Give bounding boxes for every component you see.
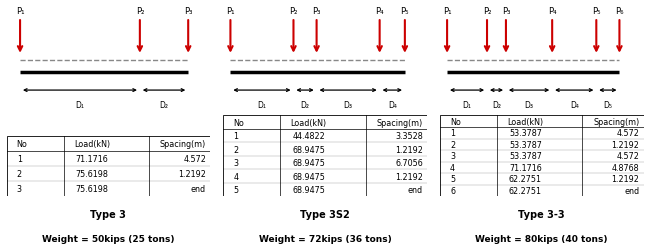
Text: 68.9475: 68.9475 [292,172,325,181]
Text: 53.3787: 53.3787 [509,140,542,149]
Text: 71.1716: 71.1716 [75,154,109,164]
Text: D₂: D₂ [492,101,501,110]
Text: 3: 3 [450,152,455,161]
Text: 53.3787: 53.3787 [509,129,542,138]
Text: 5: 5 [233,185,239,194]
Text: end: end [408,185,422,194]
Text: P₄: P₄ [375,7,384,16]
Text: D₃: D₃ [344,101,352,110]
Text: P₃: P₃ [184,7,192,16]
Text: No: No [17,140,27,149]
Text: P₅: P₅ [400,7,409,16]
Text: 75.6198: 75.6198 [75,170,109,179]
Text: 3.3528: 3.3528 [395,132,422,141]
Text: P₁: P₁ [226,7,235,16]
Text: D₁: D₁ [257,101,266,110]
Text: Type 3S2: Type 3S2 [300,209,350,219]
Text: 1.2192: 1.2192 [612,175,640,184]
Text: 3: 3 [17,184,21,194]
Text: Spacing(m): Spacing(m) [593,117,640,126]
Text: 71.1716: 71.1716 [509,163,541,172]
Text: Load(kN): Load(kN) [74,140,110,149]
Text: Type 3-3: Type 3-3 [518,209,565,219]
Text: 68.9475: 68.9475 [292,145,325,154]
Text: 6: 6 [450,186,455,195]
Text: 1: 1 [233,132,239,141]
Text: 5: 5 [450,175,455,184]
Text: 1: 1 [17,154,21,164]
Text: 4.8768: 4.8768 [612,163,640,172]
Text: No: No [233,118,244,127]
Text: 1: 1 [450,129,455,138]
Text: Load(kN): Load(kN) [291,118,327,127]
Text: Load(kN): Load(kN) [507,117,543,126]
Text: 1.2192: 1.2192 [395,172,422,181]
Text: 4: 4 [233,172,239,181]
Text: 3: 3 [233,159,239,167]
Text: Weight = 80kips (40 tons): Weight = 80kips (40 tons) [475,234,608,243]
Text: D₅: D₅ [603,101,612,110]
Text: 75.6198: 75.6198 [75,184,109,194]
Text: D₁: D₁ [75,101,84,110]
Text: end: end [191,184,206,194]
Text: 1.2192: 1.2192 [612,140,640,149]
Text: 68.9475: 68.9475 [292,185,325,194]
Text: 2: 2 [450,140,455,149]
Text: P₂: P₂ [289,7,298,16]
Text: 62.2751: 62.2751 [509,186,542,195]
Text: Weight = 72kips (36 tons): Weight = 72kips (36 tons) [259,234,391,243]
Text: 4: 4 [450,163,455,172]
Text: D₂: D₂ [159,101,168,110]
Text: Type 3: Type 3 [90,209,126,219]
Text: P₁: P₁ [16,7,24,16]
Text: 6.7056: 6.7056 [395,159,422,167]
Text: 68.9475: 68.9475 [292,159,325,167]
Text: D₃: D₃ [525,101,534,110]
Text: P₂: P₂ [483,7,491,16]
Text: 4.572: 4.572 [617,129,640,138]
Text: 1.2192: 1.2192 [178,170,206,179]
Text: Spacing(m): Spacing(m) [160,140,206,149]
Text: D₄: D₄ [570,101,578,110]
Text: D₁: D₁ [463,101,471,110]
Text: end: end [624,186,640,195]
Text: Weight = 50kips (25 tons): Weight = 50kips (25 tons) [42,234,175,243]
Text: D₄: D₄ [388,101,396,110]
Text: P₃: P₃ [502,7,510,16]
Text: No: No [450,117,461,126]
Text: P₆: P₆ [615,7,624,16]
Text: P₅: P₅ [592,7,601,16]
Text: Spacing(m): Spacing(m) [376,118,422,127]
Text: 2: 2 [17,170,22,179]
Text: 2: 2 [233,145,239,154]
Text: D₂: D₂ [300,101,309,110]
Text: 1.2192: 1.2192 [395,145,422,154]
Text: 4.572: 4.572 [617,152,640,161]
Text: 44.4822: 44.4822 [292,132,325,141]
Text: P₂: P₂ [136,7,144,16]
Text: 53.3787: 53.3787 [509,152,542,161]
Text: P₃: P₃ [313,7,321,16]
Text: P₁: P₁ [443,7,451,16]
Text: P₄: P₄ [548,7,556,16]
Text: 4.572: 4.572 [183,154,206,164]
Text: 62.2751: 62.2751 [509,175,542,184]
